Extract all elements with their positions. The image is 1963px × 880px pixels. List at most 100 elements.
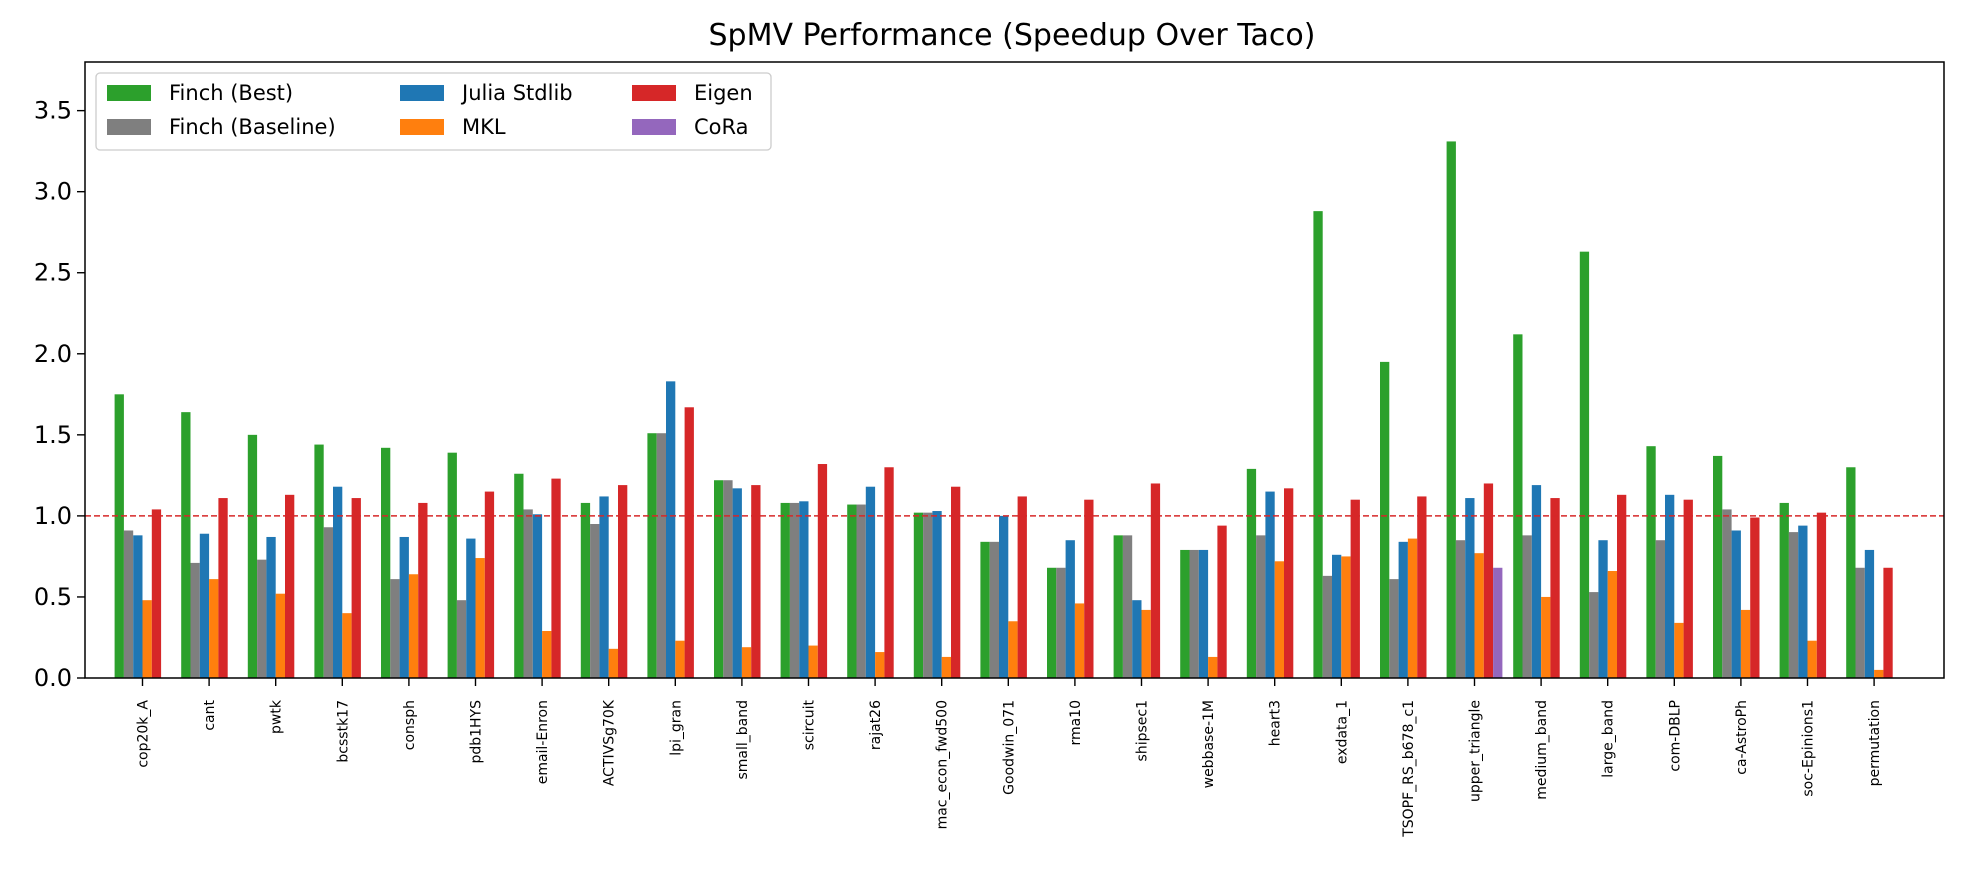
bar-mkl [1274,561,1284,678]
bar-finch-baseline [257,559,267,678]
bar-finch-best [1513,334,1523,678]
bar-eigen [1816,512,1827,678]
bar-mkl [1341,556,1351,678]
bar-finch-baseline [1522,535,1532,678]
bar-mkl [142,600,152,678]
bar-finch-baseline [1256,535,1266,678]
xtick-label: cop20k_A [136,700,152,768]
xtick-label: rma10 [1068,700,1084,746]
xtick-label: pwtk [269,699,285,734]
xtick-label: ACTIVSg70K [602,699,618,786]
bar-finch-best [181,412,191,678]
bar-finch-baseline [1389,579,1399,678]
bar-julia-stdlib [732,488,742,678]
chart-title: SpMV Performance (Speedup Over Taco) [708,18,1315,53]
bar-finch-baseline [323,527,333,678]
bar-finch-baseline [590,524,600,678]
xtick-label: scircuit [802,699,818,750]
bar-julia-stdlib [1398,541,1408,678]
bar-finch-baseline [1056,567,1066,678]
xtick-label: ca-AstroPh [1734,700,1750,775]
bar-finch-best [1380,361,1390,678]
bar-julia-stdlib [266,536,276,678]
bar-eigen [1550,498,1560,678]
bar-julia-stdlib [133,535,143,678]
xtick-label: email-Enron [535,700,551,784]
bar-cora [1493,567,1503,678]
legend-label-julia-stdlib: Julia Stdlib [460,81,573,105]
bar-mkl [741,647,752,678]
bar-julia-stdlib [1531,485,1542,678]
ytick-label: 3.5 [34,97,72,125]
bar-mkl [1541,596,1551,678]
bar-finch-best [1246,468,1257,678]
bar-mkl [342,613,352,678]
bar-finch-baseline [1589,592,1599,678]
bar-eigen [817,464,828,678]
bar-finch-best [1713,455,1723,678]
bar-finch-best [314,444,324,678]
bar-finch-best [1047,567,1057,678]
bar-eigen [1084,499,1094,678]
xtick-label: rajat26 [868,700,884,750]
bar-finch-best [1779,502,1789,678]
bar-finch-baseline [190,562,200,678]
xtick-label: cant [202,699,218,730]
bar-finch-best [514,473,524,678]
bar-mkl [1141,609,1151,678]
xtick-label: shipsec1 [1135,700,1151,761]
bar-finch-best [913,512,924,678]
bar-mkl [1874,669,1884,678]
bar-eigen [285,494,295,678]
bar-julia-stdlib [666,381,676,678]
bar-julia-stdlib [1798,525,1808,678]
bar-mkl [808,645,818,678]
xtick-label: mac_econ_fwd500 [935,700,951,829]
bar-mkl [1208,656,1218,678]
ytick-label: 1.0 [34,502,72,530]
bar-mkl [1740,609,1751,678]
bar-mkl [275,593,285,678]
bar-finch-best [114,394,124,678]
bar-finch-best [1846,467,1856,678]
bar-mkl [675,640,685,678]
bar-eigen [1017,496,1027,678]
bar-mkl [1407,538,1418,678]
legend: Finch (Best) Finch (Baseline) Julia Stdlib… [95,72,772,151]
bar-eigen [884,467,894,678]
ytick-label: 1.5 [34,421,72,449]
bar-julia-stdlib [1132,600,1142,678]
xtick-label: TSOPF_RS_b678_c1 [1401,700,1417,838]
bar-eigen [1483,483,1494,678]
bar-eigen [151,509,162,678]
bar-finch-baseline [1655,540,1665,678]
ytick-label: 2.0 [34,340,72,368]
bar-finch-baseline [723,480,733,678]
axes-frame [84,61,1945,679]
bar-mkl [1008,621,1018,678]
legend-swatch-finch-best [107,85,151,101]
bar-finch-baseline [1855,567,1865,678]
legend-label-finch-best: Finch (Best) [169,81,293,105]
bar-eigen [484,491,495,678]
bar-mkl [475,558,485,678]
bar-eigen [218,498,228,678]
bar-julia-stdlib [1598,540,1608,678]
bar-finch-best [1313,211,1323,678]
bar-finch-best [714,480,724,678]
xtick-label: permutation [1867,700,1883,786]
ytick-label: 0.0 [34,664,72,692]
bar-julia-stdlib [1198,549,1209,678]
bar-eigen [951,486,961,678]
bar-finch-baseline [390,579,400,678]
bar-finch-baseline [123,530,134,678]
ytick-label: 2.5 [34,259,72,287]
bar-julia-stdlib [1265,491,1275,678]
bar-eigen [1617,494,1627,678]
bar-eigen [618,485,628,678]
xtick-label: pdb1HYS [469,700,485,764]
xtick-label: medium_band [1534,700,1550,800]
bar-julia-stdlib [532,514,543,678]
bar-julia-stdlib [599,496,609,678]
bar-finch-best [847,504,857,678]
